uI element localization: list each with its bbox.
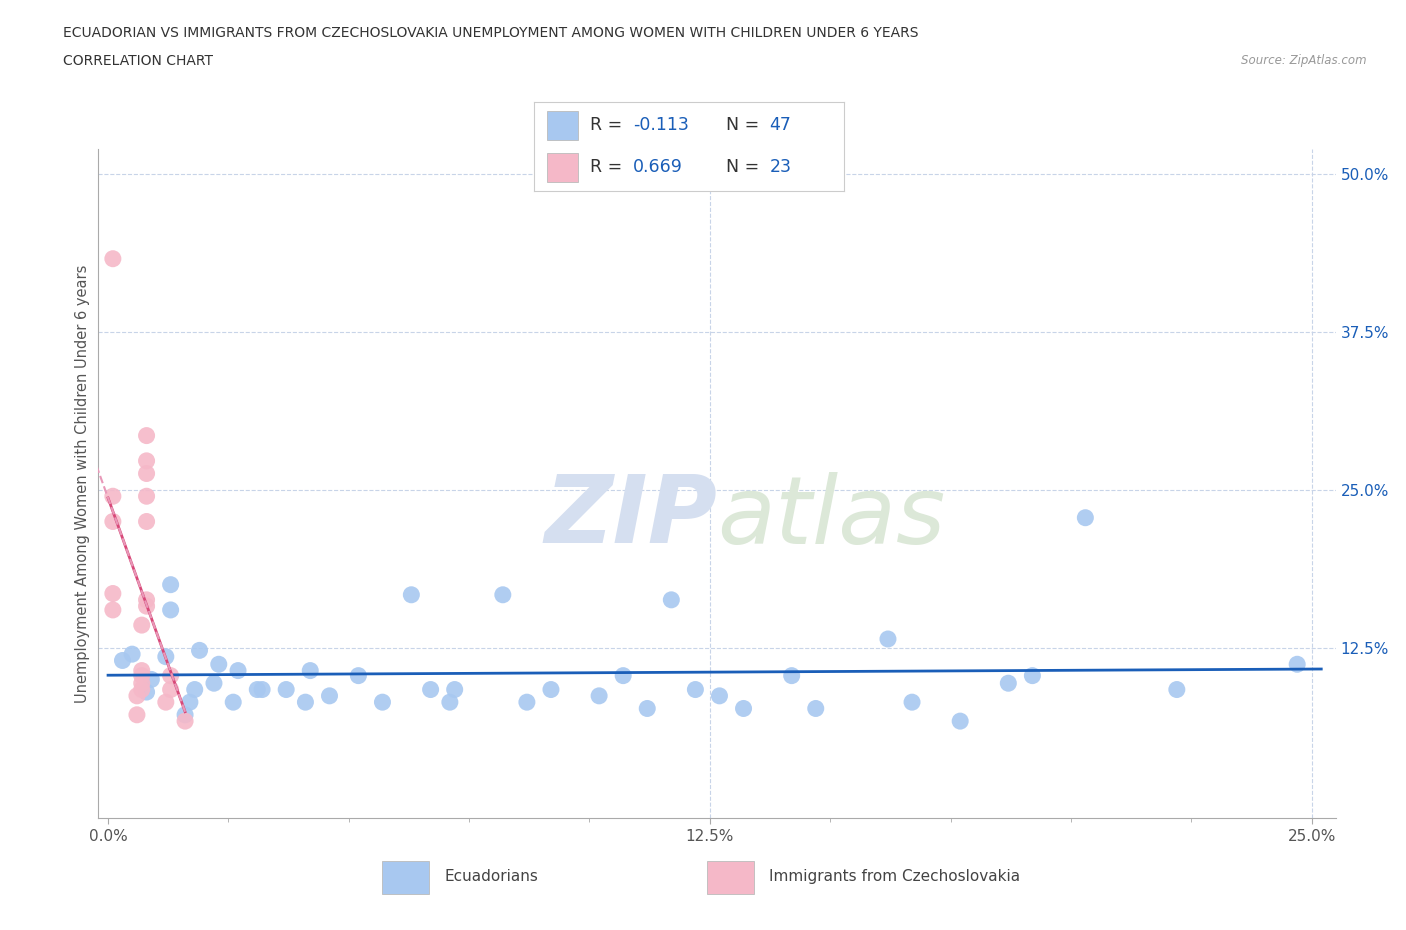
Point — [294, 695, 316, 710]
Point — [949, 713, 972, 728]
Text: R =: R = — [591, 158, 627, 176]
Text: 47: 47 — [769, 116, 792, 134]
Point — [804, 701, 827, 716]
Point — [135, 592, 157, 607]
Point — [222, 695, 245, 710]
Text: N =: N = — [725, 158, 765, 176]
Point — [347, 668, 370, 683]
Y-axis label: Unemployment Among Women with Children Under 6 years: Unemployment Among Women with Children U… — [75, 264, 90, 703]
Point — [419, 682, 441, 697]
Point — [276, 682, 298, 697]
Point — [135, 489, 157, 504]
Point — [101, 586, 124, 601]
Point — [492, 588, 515, 603]
Point — [202, 676, 225, 691]
Point — [636, 701, 658, 716]
Text: -0.113: -0.113 — [633, 116, 689, 134]
Point — [1286, 657, 1309, 671]
Point — [101, 489, 124, 504]
Point — [179, 695, 201, 710]
Point — [159, 682, 181, 697]
Point — [318, 688, 340, 703]
Point — [659, 592, 682, 607]
Text: R =: R = — [591, 116, 627, 134]
Point — [135, 599, 157, 614]
Text: ECUADORIAN VS IMMIGRANTS FROM CZECHOSLOVAKIA UNEMPLOYMENT AMONG WOMEN WITH CHILD: ECUADORIAN VS IMMIGRANTS FROM CZECHOSLOV… — [63, 26, 918, 40]
Point — [780, 668, 803, 683]
Point — [174, 708, 197, 723]
Point — [733, 701, 755, 716]
Point — [183, 682, 205, 697]
Text: 0.669: 0.669 — [633, 158, 683, 176]
Point — [1074, 511, 1097, 525]
Point — [135, 454, 157, 469]
Text: Ecuadorians: Ecuadorians — [444, 869, 538, 884]
Point — [125, 708, 148, 723]
Point — [141, 672, 163, 687]
Point — [250, 682, 273, 697]
Point — [125, 688, 148, 703]
Text: N =: N = — [725, 116, 765, 134]
Point — [131, 663, 153, 678]
Text: Immigrants from Czechoslovakia: Immigrants from Czechoslovakia — [769, 869, 1021, 884]
Point — [299, 663, 322, 678]
Point — [135, 466, 157, 481]
Point — [101, 603, 124, 618]
Bar — [382, 861, 429, 895]
Point — [246, 682, 269, 697]
Text: Source: ZipAtlas.com: Source: ZipAtlas.com — [1241, 54, 1367, 67]
Point — [401, 588, 423, 603]
Point — [443, 682, 465, 697]
Point — [877, 631, 900, 646]
Bar — [547, 112, 578, 140]
Point — [121, 646, 143, 661]
Point — [131, 618, 153, 632]
Point — [901, 695, 924, 710]
Point — [159, 668, 181, 683]
Point — [159, 578, 181, 592]
Point — [371, 695, 394, 710]
Point — [208, 657, 231, 671]
Point — [155, 649, 177, 664]
Point — [155, 695, 177, 710]
Text: ZIP: ZIP — [544, 472, 717, 563]
Point — [997, 676, 1019, 691]
Text: atlas: atlas — [717, 472, 945, 563]
Point — [588, 688, 610, 703]
Point — [188, 643, 211, 658]
Point — [174, 713, 197, 728]
Point — [131, 676, 153, 691]
Point — [135, 428, 157, 443]
Point — [135, 684, 157, 699]
Point — [101, 514, 124, 529]
Point — [111, 653, 134, 668]
Point — [516, 695, 538, 710]
Point — [101, 251, 124, 266]
Bar — [547, 153, 578, 182]
Point — [439, 695, 461, 710]
Text: CORRELATION CHART: CORRELATION CHART — [63, 54, 214, 68]
Point — [685, 682, 707, 697]
Point — [159, 603, 181, 618]
Point — [1021, 668, 1043, 683]
Bar — [707, 861, 754, 895]
Text: 23: 23 — [769, 158, 792, 176]
Point — [131, 668, 153, 683]
Point — [226, 663, 249, 678]
Point — [709, 688, 731, 703]
Point — [1166, 682, 1188, 697]
Point — [135, 514, 157, 529]
Point — [131, 682, 153, 697]
Point — [540, 682, 562, 697]
Point — [612, 668, 634, 683]
